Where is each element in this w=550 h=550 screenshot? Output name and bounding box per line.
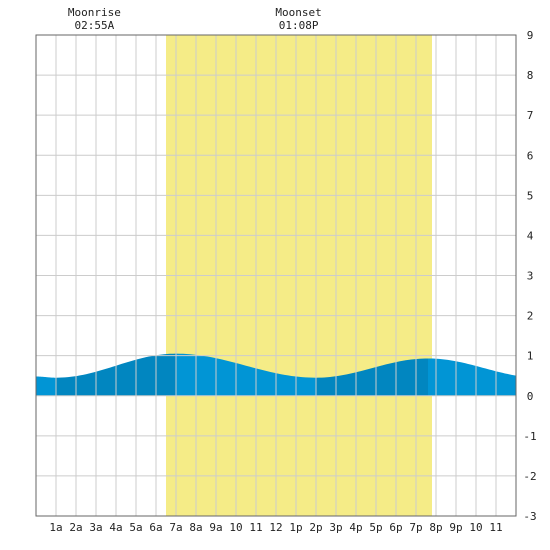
x-tick-label: 2a xyxy=(69,521,82,534)
x-tick-label: 10 xyxy=(229,521,242,534)
x-tick-label: 4p xyxy=(349,521,362,534)
y-tick-label: -1 xyxy=(523,430,536,443)
x-tick-label: 3p xyxy=(329,521,342,534)
x-tick-label: 12 xyxy=(269,521,282,534)
moonset-label: Moonset xyxy=(275,6,321,19)
y-tick-label: 7 xyxy=(527,109,534,122)
x-tick-label: 4a xyxy=(109,521,122,534)
tide-segment-falling xyxy=(428,358,516,396)
x-tick-label: 10 xyxy=(469,521,482,534)
y-tick-label: 0 xyxy=(527,390,534,403)
moonrise-time: 02:55A xyxy=(75,19,115,32)
x-tick-label: 5a xyxy=(129,521,142,534)
x-tick-label: 8p xyxy=(429,521,442,534)
y-tick-label: -2 xyxy=(523,470,536,483)
x-tick-label: 7a xyxy=(169,521,182,534)
x-tick-label: 3a xyxy=(89,521,102,534)
x-tick-label: 7p xyxy=(409,521,422,534)
tide-segment-rising xyxy=(316,358,428,396)
moonrise-label: Moonrise xyxy=(68,6,121,19)
y-tick-label: 4 xyxy=(527,229,534,242)
plot-border xyxy=(35,34,517,517)
y-tick-label: 6 xyxy=(527,149,534,162)
x-tick-label: 9a xyxy=(209,521,222,534)
y-tick-label: 2 xyxy=(527,310,534,323)
x-tick-label: 6a xyxy=(149,521,162,534)
y-tick-label: 8 xyxy=(527,69,534,82)
x-tick-label: 6p xyxy=(389,521,402,534)
y-tick-label: 1 xyxy=(527,350,534,363)
y-axis-labels: -3 -2 -1 0 1 2 3 4 5 6 7 8 9 xyxy=(523,29,536,523)
y-tick-label: -3 xyxy=(523,510,536,523)
x-tick-label: 8a xyxy=(189,521,202,534)
x-tick-label: 9p xyxy=(449,521,462,534)
y-tick-label: 5 xyxy=(527,189,534,202)
x-tick-label: 1a xyxy=(49,521,62,534)
x-axis-labels: 1a 2a 3a 4a 5a 6a 7a 8a 9a 10 11 12 1p 2p 3p 4p 5p 6p 7p 8p… xyxy=(49,521,502,534)
x-tick-label: 1p xyxy=(289,521,302,534)
moonset-time: 01:08P xyxy=(279,19,319,32)
x-tick-label: 5p xyxy=(369,521,382,534)
y-tick-label: 3 xyxy=(527,270,534,283)
tide-segment-falling xyxy=(176,353,316,396)
x-tick-label: 11 xyxy=(249,521,262,534)
x-tick-label: 11 xyxy=(489,521,502,534)
tide-segment-falling xyxy=(36,376,56,396)
x-tick-label: 2p xyxy=(309,521,322,534)
grid-lines xyxy=(36,35,516,516)
y-tick-label: 9 xyxy=(527,29,534,42)
tide-area xyxy=(36,353,516,396)
